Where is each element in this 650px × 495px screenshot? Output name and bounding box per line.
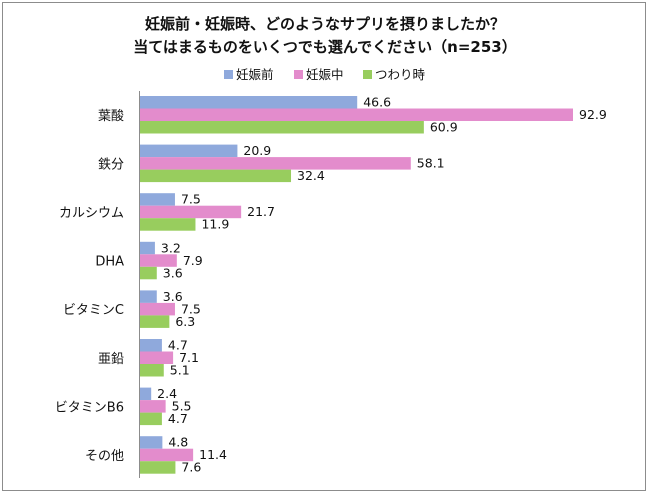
bar-other-morning-sickness bbox=[140, 461, 176, 474]
bar-iron-before-pregnancy bbox=[140, 144, 238, 158]
bar-vitamin-b6-before-pregnancy bbox=[140, 387, 152, 401]
bar-vitamin-c-morning-sickness bbox=[140, 315, 170, 328]
value-label-vitamin-b6-before-pregnancy: 2.4 bbox=[157, 386, 177, 401]
value-label-dha-before-pregnancy: 3.2 bbox=[161, 240, 181, 255]
bar-zinc-before-pregnancy bbox=[140, 339, 162, 352]
value-label-vitamin-c-before-pregnancy: 3.6 bbox=[163, 289, 183, 304]
category-label-vitamin-b6: ビタミンB6 bbox=[55, 400, 124, 415]
bar-dha-before-pregnancy bbox=[140, 241, 155, 255]
bar-calcium-before-pregnancy bbox=[140, 193, 175, 206]
value-label-vitamin-b6-during-pregnancy: 5.5 bbox=[172, 399, 192, 414]
value-label-calcium-during-pregnancy: 21.7 bbox=[247, 204, 275, 219]
value-label-zinc-before-pregnancy: 4.7 bbox=[168, 338, 188, 353]
category-label-other: その他 bbox=[85, 449, 124, 464]
legend-swatch-morning-sickness bbox=[363, 70, 372, 79]
value-label-iron-before-pregnancy: 20.9 bbox=[243, 143, 271, 158]
category-label-zinc: 亜鉛 bbox=[98, 352, 124, 367]
value-label-folic-acid-morning-sickness: 60.9 bbox=[430, 120, 458, 135]
value-label-vitamin-c-morning-sickness: 6.3 bbox=[175, 314, 195, 329]
legend-label-during-pregnancy: 妊娠中 bbox=[306, 67, 344, 82]
value-label-vitamin-c-during-pregnancy: 7.5 bbox=[181, 301, 201, 316]
bar-vitamin-c-during-pregnancy bbox=[140, 302, 175, 316]
bar-folic-acid-during-pregnancy bbox=[140, 108, 573, 121]
value-label-folic-acid-before-pregnancy: 46.6 bbox=[363, 95, 391, 110]
value-label-other-during-pregnancy: 11.4 bbox=[199, 447, 227, 462]
category-label-calcium: カルシウム bbox=[59, 206, 124, 221]
value-label-calcium-morning-sickness: 11.9 bbox=[201, 217, 229, 232]
bar-dha-during-pregnancy bbox=[140, 254, 177, 267]
value-label-dha-morning-sickness: 3.6 bbox=[163, 265, 183, 280]
bar-iron-morning-sickness bbox=[140, 169, 292, 183]
value-label-calcium-before-pregnancy: 7.5 bbox=[181, 192, 201, 207]
bar-zinc-during-pregnancy bbox=[140, 351, 174, 364]
legend-label-morning-sickness: つわり時 bbox=[375, 67, 426, 82]
bar-other-during-pregnancy bbox=[140, 448, 194, 462]
chart-title-line2: 当てはまるものをいくつでも選んでください（n=253） bbox=[133, 38, 517, 56]
bar-calcium-during-pregnancy bbox=[140, 205, 242, 219]
bar-vitamin-c-before-pregnancy bbox=[140, 290, 157, 303]
bar-dha-morning-sickness bbox=[140, 266, 157, 280]
bar-calcium-morning-sickness bbox=[140, 218, 196, 231]
bar-zinc-morning-sickness bbox=[140, 364, 164, 377]
category-label-folic-acid: 葉酸 bbox=[98, 109, 124, 124]
chart-frame bbox=[2, 2, 646, 491]
value-label-folic-acid-during-pregnancy: 92.9 bbox=[579, 107, 607, 122]
legend-swatch-during-pregnancy bbox=[294, 70, 303, 79]
category-label-dha: DHA bbox=[95, 255, 124, 270]
category-label-vitamin-c: ビタミンC bbox=[63, 303, 124, 318]
legend-label-before-pregnancy: 妊娠前 bbox=[236, 67, 274, 82]
value-label-dha-during-pregnancy: 7.9 bbox=[183, 253, 203, 268]
bar-vitamin-b6-morning-sickness bbox=[140, 412, 162, 426]
value-label-iron-during-pregnancy: 58.1 bbox=[417, 156, 445, 171]
value-label-iron-morning-sickness: 32.4 bbox=[297, 168, 325, 183]
value-label-zinc-morning-sickness: 5.1 bbox=[170, 363, 190, 378]
bar-folic-acid-before-pregnancy bbox=[140, 96, 358, 109]
value-label-zinc-during-pregnancy: 7.1 bbox=[179, 350, 199, 365]
legend-swatch-before-pregnancy bbox=[224, 70, 233, 79]
category-label-iron: 鉄分 bbox=[98, 157, 124, 172]
value-label-other-before-pregnancy: 4.8 bbox=[168, 435, 188, 450]
value-label-vitamin-b6-morning-sickness: 4.7 bbox=[168, 411, 188, 426]
value-label-other-morning-sickness: 7.6 bbox=[181, 460, 201, 475]
bar-other-before-pregnancy bbox=[140, 436, 163, 449]
chart-title-line1: 妊娠前・妊娠時、どのようなサプリを摂りましたか？ bbox=[145, 15, 505, 33]
bar-iron-during-pregnancy bbox=[140, 157, 411, 170]
legend: 妊娠前 妊娠中 つわり時 bbox=[224, 67, 426, 82]
bar-vitamin-b6-during-pregnancy bbox=[140, 400, 166, 413]
bar-folic-acid-morning-sickness bbox=[140, 121, 424, 134]
